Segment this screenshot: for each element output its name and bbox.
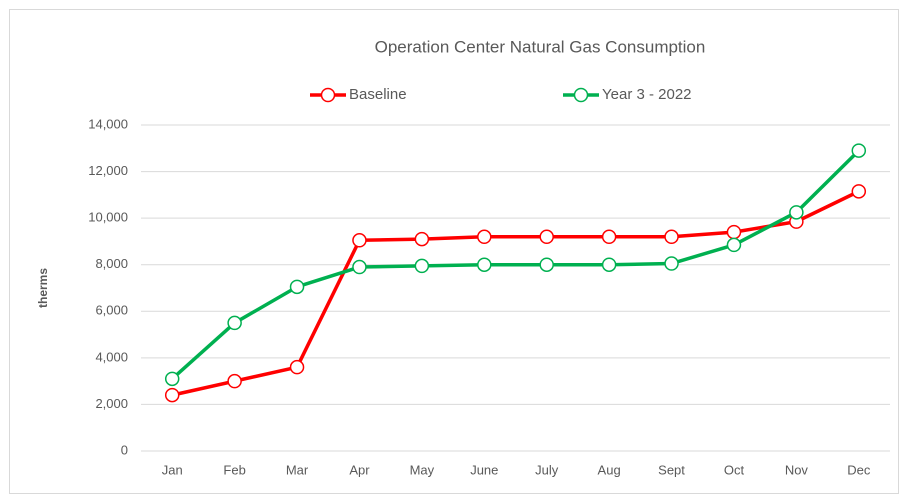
x-tick-label: Sept — [658, 462, 685, 477]
x-tick-label: Feb — [223, 462, 245, 477]
data-point — [352, 233, 367, 248]
data-point — [726, 224, 742, 240]
y-tick-label: 0 — [121, 442, 128, 457]
data-point — [414, 258, 430, 274]
series-line — [171, 189, 860, 397]
x-tick-label: Mar — [286, 462, 309, 477]
y-tick-label: 10,000 — [88, 210, 128, 225]
data-point — [164, 387, 180, 403]
x-tick-label: Apr — [349, 462, 370, 477]
legend-label: Baseline — [349, 86, 407, 103]
data-point — [851, 143, 867, 158]
data-point — [227, 315, 242, 331]
data-point — [601, 229, 617, 245]
chart-border — [9, 9, 899, 494]
data-point — [477, 229, 492, 245]
y-tick-label: 2,000 — [95, 396, 128, 411]
legend-marker — [573, 87, 589, 103]
y-tick-label: 8,000 — [95, 256, 128, 271]
y-tick-label: 4,000 — [95, 349, 128, 364]
x-tick-label: Nov — [785, 462, 809, 477]
data-point — [289, 279, 305, 295]
legend-marker — [320, 87, 336, 103]
x-tick-label: Jan — [162, 462, 183, 477]
y-tick-label: 14,000 — [88, 116, 128, 131]
data-point — [601, 257, 617, 272]
data-point — [289, 359, 305, 375]
data-point — [539, 229, 554, 245]
series-line — [171, 149, 861, 381]
data-point — [477, 257, 492, 272]
y-tick-label: 12,000 — [88, 163, 128, 178]
y-tick-label: 6,000 — [95, 303, 128, 318]
data-point — [726, 237, 742, 253]
data-point — [414, 231, 430, 247]
data-point — [789, 205, 804, 220]
x-tick-label: July — [535, 462, 559, 477]
data-point — [851, 184, 867, 199]
data-point — [352, 259, 367, 275]
x-tick-label: May — [410, 462, 435, 477]
data-point — [664, 256, 679, 271]
y-axis-label: therms — [36, 268, 50, 308]
data-point — [164, 371, 180, 387]
x-tick-label: June — [470, 462, 498, 477]
x-tick-label: Oct — [724, 462, 745, 477]
x-tick-label: Dec — [847, 462, 871, 477]
legend-label: Year 3 - 2022 — [602, 86, 692, 103]
x-tick-label: Aug — [598, 462, 621, 477]
chart-title: Operation Center Natural Gas Consumption — [375, 37, 706, 56]
data-point — [227, 373, 242, 389]
data-point — [664, 229, 679, 245]
data-point — [539, 257, 554, 272]
